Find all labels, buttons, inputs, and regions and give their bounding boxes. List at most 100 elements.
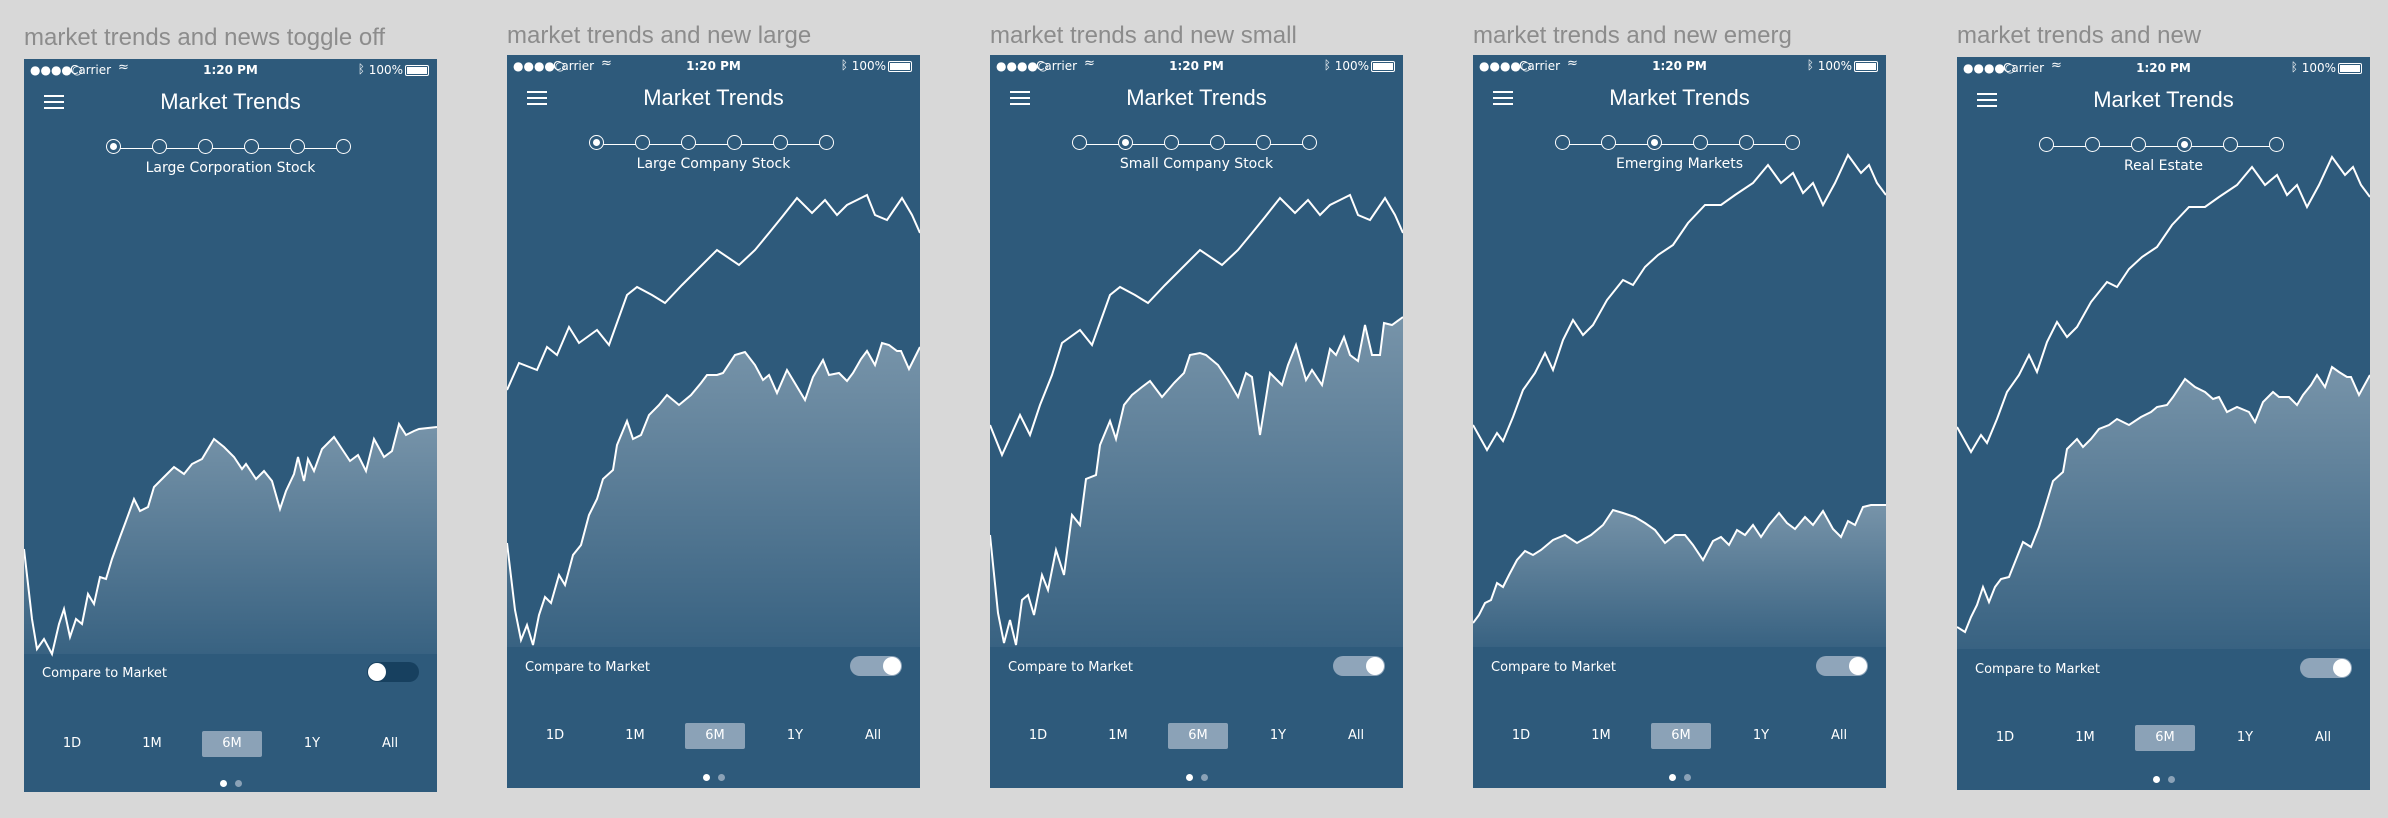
menu-icon[interactable] — [1977, 93, 1997, 109]
page-dot-1[interactable] — [219, 780, 227, 787]
range-6m[interactable]: 6M — [2135, 725, 2195, 751]
range-all[interactable]: All — [381, 736, 399, 751]
step-6[interactable] — [2269, 137, 2284, 152]
step-6[interactable] — [336, 139, 351, 154]
stepper-line — [1563, 144, 1791, 145]
range-1d[interactable]: 1D — [1028, 728, 1048, 743]
phone-screen: ●●●●○ Carrier ≈ 1:20 PM ᛒ 100% Market Tr… — [24, 59, 437, 792]
asset-class-stepper — [24, 137, 437, 161]
artboard-title: market trends and news toggle off — [24, 24, 386, 51]
compare-toggle[interactable] — [1333, 656, 1385, 676]
range-1m[interactable]: 1M — [625, 728, 645, 743]
toggle-knob — [2333, 659, 2351, 677]
status-time: 1:20 PM — [1169, 59, 1224, 73]
range-6m[interactable]: 6M — [1651, 723, 1711, 749]
artboard-title: market trends and new — [1957, 22, 2202, 49]
step-4[interactable] — [244, 139, 259, 154]
step-5[interactable] — [290, 139, 305, 154]
range-1y[interactable]: 1Y — [1752, 728, 1770, 743]
page-dot-1[interactable] — [1668, 774, 1676, 781]
bluetooth-icon: ᛒ — [357, 62, 365, 76]
step-6[interactable] — [1785, 135, 1800, 150]
step-3[interactable] — [681, 135, 696, 150]
range-1m[interactable]: 1M — [142, 736, 162, 751]
page-title: Market Trends — [1126, 85, 1267, 110]
step-6[interactable] — [819, 135, 834, 150]
step-6[interactable] — [1302, 135, 1317, 150]
menu-icon[interactable] — [44, 95, 64, 111]
page-dot-2[interactable] — [717, 774, 725, 781]
step-5[interactable] — [2223, 137, 2238, 152]
range-all[interactable]: All — [864, 728, 882, 743]
menu-icon[interactable] — [527, 91, 547, 107]
stepper-line — [114, 148, 342, 149]
step-2[interactable] — [152, 139, 167, 154]
step-2[interactable] — [635, 135, 650, 150]
page-dot-2[interactable] — [1200, 774, 1208, 781]
asset-class-stepper — [507, 133, 920, 157]
page-dot-1[interactable] — [1185, 774, 1193, 781]
range-all[interactable]: All — [2314, 730, 2332, 745]
range-1y[interactable]: 1Y — [2236, 730, 2254, 745]
stepper-line — [597, 144, 825, 145]
step-3[interactable] — [1647, 135, 1662, 150]
step-5[interactable] — [1256, 135, 1271, 150]
step-3[interactable] — [2131, 137, 2146, 152]
range-all[interactable]: All — [1830, 728, 1848, 743]
page-dot-1[interactable] — [702, 774, 710, 781]
range-6m[interactable]: 6M — [1168, 723, 1228, 749]
asset-class-label: Real Estate — [2124, 158, 2203, 174]
page-indicator — [507, 766, 920, 781]
page-dot-2[interactable] — [234, 780, 242, 787]
page-dot-1[interactable] — [2152, 776, 2160, 783]
compare-label: Compare to Market — [1491, 660, 1616, 675]
step-3[interactable] — [198, 139, 213, 154]
step-2[interactable] — [2085, 137, 2100, 152]
asset-class-stepper — [1473, 133, 1886, 157]
battery-label: 100% — [2301, 61, 2336, 75]
range-1m[interactable]: 1M — [1591, 728, 1611, 743]
signal-icon: ●●●●○ — [1479, 59, 1532, 73]
compare-toggle[interactable] — [850, 656, 902, 676]
range-6m[interactable]: 6M — [685, 723, 745, 749]
step-1[interactable] — [106, 139, 121, 154]
step-1[interactable] — [589, 135, 604, 150]
range-6m[interactable]: 6M — [202, 731, 262, 757]
step-4[interactable] — [727, 135, 742, 150]
range-1d[interactable]: 1D — [545, 728, 565, 743]
step-1[interactable] — [1072, 135, 1087, 150]
range-1y[interactable]: 1Y — [786, 728, 804, 743]
menu-icon[interactable] — [1493, 91, 1513, 107]
step-3[interactable] — [1164, 135, 1179, 150]
compare-toggle[interactable] — [2300, 658, 2352, 678]
step-5[interactable] — [1739, 135, 1754, 150]
compare-toggle[interactable] — [367, 662, 419, 682]
range-1m[interactable]: 1M — [2075, 730, 2095, 745]
compare-toggle[interactable] — [1816, 656, 1868, 676]
step-2[interactable] — [1118, 135, 1133, 150]
step-5[interactable] — [773, 135, 788, 150]
carrier-label: Carrier — [2003, 61, 2045, 75]
market-line — [1473, 153, 1886, 453]
battery-label: 100% — [1817, 59, 1852, 73]
status-bar: ●●●●○ Carrier ≈ 1:20 PM ᛒ 100% — [990, 55, 1403, 77]
range-1y[interactable]: 1Y — [303, 736, 321, 751]
step-2[interactable] — [1601, 135, 1616, 150]
step-1[interactable] — [2039, 137, 2054, 152]
step-4[interactable] — [2177, 137, 2192, 152]
step-4[interactable] — [1693, 135, 1708, 150]
range-1m[interactable]: 1M — [1108, 728, 1128, 743]
range-1d[interactable]: 1D — [1995, 730, 2015, 745]
page-dot-2[interactable] — [1683, 774, 1691, 781]
status-bar: ●●●●○ Carrier ≈ 1:20 PM ᛒ 100% — [1957, 57, 2370, 79]
carrier-label: Carrier — [1036, 59, 1078, 73]
step-4[interactable] — [1210, 135, 1225, 150]
range-all[interactable]: All — [1347, 728, 1365, 743]
menu-icon[interactable] — [1010, 91, 1030, 107]
range-1d[interactable]: 1D — [62, 736, 82, 751]
range-1d[interactable]: 1D — [1511, 728, 1531, 743]
performance-line — [1957, 365, 2370, 634]
step-1[interactable] — [1555, 135, 1570, 150]
range-1y[interactable]: 1Y — [1269, 728, 1287, 743]
page-dot-2[interactable] — [2167, 776, 2175, 783]
